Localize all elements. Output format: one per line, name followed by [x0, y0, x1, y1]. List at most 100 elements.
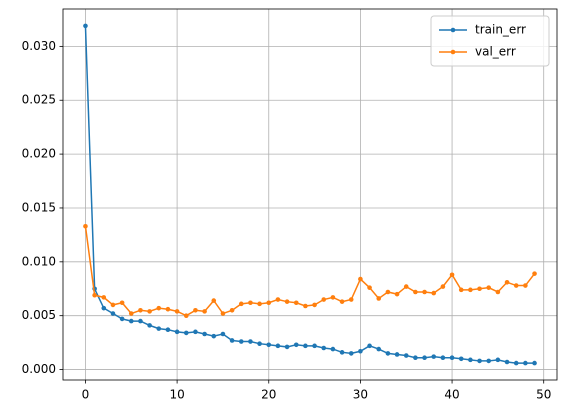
point — [504, 279, 510, 285]
point — [394, 291, 400, 297]
point — [376, 296, 382, 301]
point — [458, 356, 464, 362]
point — [486, 285, 492, 290]
point — [532, 360, 537, 366]
point — [532, 271, 537, 276]
x-tick-label: 10 — [169, 388, 184, 402]
point — [147, 323, 152, 328]
point — [101, 305, 107, 311]
point — [358, 276, 363, 282]
plot-frame — [62, 8, 558, 381]
point — [183, 313, 189, 318]
point — [394, 352, 400, 357]
point — [284, 299, 290, 304]
point — [376, 346, 382, 352]
point — [431, 354, 437, 359]
point — [293, 300, 299, 306]
point — [367, 343, 372, 349]
point — [449, 355, 455, 361]
point — [83, 23, 88, 29]
point — [440, 355, 446, 361]
point — [248, 300, 253, 306]
point — [477, 358, 482, 364]
point — [266, 300, 272, 306]
point — [101, 295, 107, 300]
point — [165, 327, 171, 332]
point — [330, 346, 336, 352]
point — [413, 289, 418, 295]
point — [403, 353, 409, 358]
legend-marker — [450, 27, 456, 33]
point — [202, 309, 207, 314]
y-tick-label: 0.000 — [22, 362, 56, 376]
point — [257, 301, 262, 307]
legend-box — [430, 15, 550, 67]
point — [220, 331, 226, 337]
point — [266, 342, 272, 348]
point — [321, 297, 327, 302]
y-tick-label: 0.010 — [22, 254, 56, 268]
point — [422, 355, 427, 361]
point — [211, 333, 217, 339]
point — [275, 343, 281, 349]
point — [220, 311, 226, 316]
point — [486, 358, 492, 364]
point — [440, 284, 446, 289]
x-tick-label: 20 — [261, 388, 276, 402]
point — [92, 292, 97, 298]
point — [165, 306, 171, 312]
point — [339, 299, 345, 304]
point — [513, 360, 519, 366]
legend-label: val_err — [475, 45, 516, 59]
point — [495, 289, 501, 295]
point — [523, 360, 528, 366]
y-tick-label: 0.005 — [22, 308, 56, 322]
point — [248, 339, 253, 344]
point — [495, 357, 501, 363]
plot-area — [63, 9, 557, 380]
point — [156, 305, 162, 311]
point — [385, 351, 391, 356]
y-tick-label: 0.030 — [22, 39, 56, 53]
x-tick-label: 30 — [353, 388, 368, 402]
point — [348, 297, 354, 302]
legend-marker — [450, 49, 456, 55]
point — [413, 355, 418, 361]
point — [138, 308, 143, 313]
point — [156, 326, 162, 331]
point — [422, 289, 427, 295]
point — [183, 330, 189, 336]
point — [193, 329, 198, 335]
point — [339, 350, 345, 355]
point — [468, 287, 473, 293]
point — [312, 302, 317, 308]
point — [238, 301, 244, 307]
point — [477, 286, 482, 292]
point — [385, 289, 391, 295]
legend-label: train_err — [475, 23, 526, 37]
point — [330, 295, 336, 300]
point — [174, 329, 180, 335]
point — [202, 331, 207, 337]
point — [275, 297, 281, 302]
point — [303, 303, 308, 309]
point — [193, 308, 198, 313]
point — [238, 339, 244, 344]
point — [293, 342, 299, 348]
point — [229, 308, 235, 313]
point — [431, 290, 437, 296]
y-tick-label: 0.015 — [22, 200, 56, 214]
point — [284, 344, 290, 350]
point — [403, 284, 409, 289]
y-tick-label: 0.025 — [22, 93, 56, 107]
point — [321, 345, 327, 351]
point — [303, 343, 308, 349]
point — [211, 298, 217, 303]
point — [229, 338, 235, 343]
point — [312, 343, 317, 349]
point — [257, 341, 262, 346]
point — [128, 311, 134, 316]
point — [358, 348, 363, 354]
point — [110, 311, 116, 316]
point — [513, 283, 519, 288]
